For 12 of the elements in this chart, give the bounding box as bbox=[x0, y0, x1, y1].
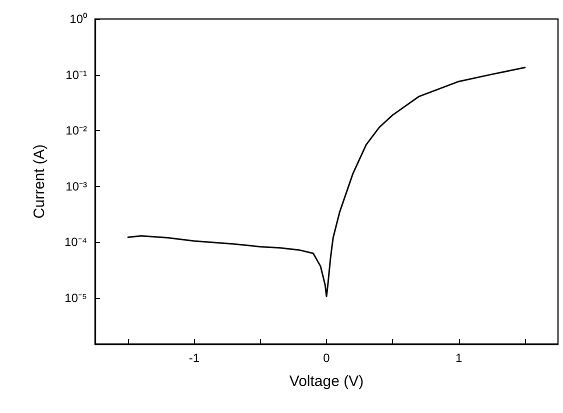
y-tick-label: 10⁻² bbox=[66, 124, 88, 138]
x-axis-title: Voltage (V) bbox=[289, 373, 364, 390]
y-tick-label: 10⁰ bbox=[70, 12, 87, 26]
x-tick-label: 1 bbox=[455, 351, 462, 365]
x-tick-label: -1 bbox=[188, 351, 200, 365]
y-tick-label: 10⁻⁴ bbox=[64, 235, 87, 250]
y-tick-label: 10⁻⁵ bbox=[64, 291, 88, 306]
x-tick-label: 0 bbox=[323, 351, 330, 365]
y-tick-label: 10⁻¹ bbox=[66, 68, 88, 82]
y-tick-label: 10⁻³ bbox=[66, 179, 88, 194]
line-series bbox=[127, 66, 526, 298]
y-axis-title: Current (A) bbox=[31, 144, 48, 219]
